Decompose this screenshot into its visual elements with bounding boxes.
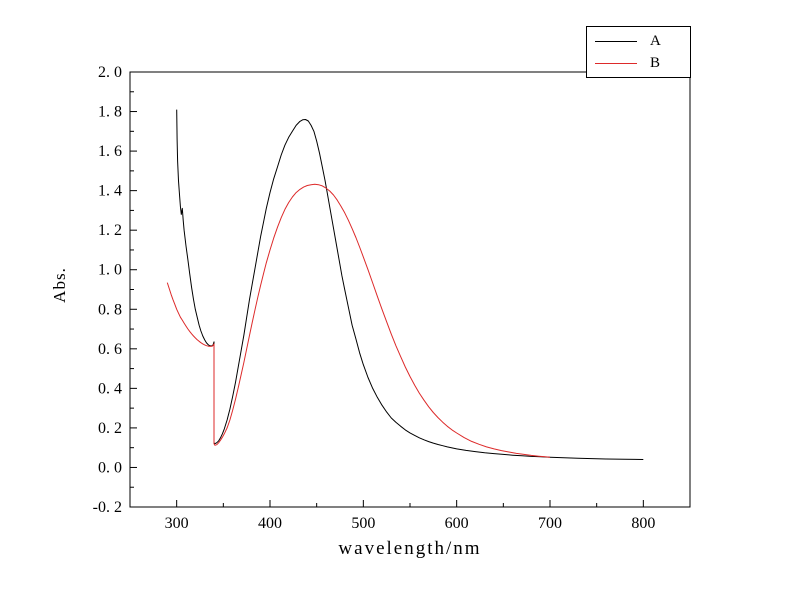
- legend-line-sample-a: [595, 40, 637, 42]
- svg-text:2. 0: 2. 0: [98, 64, 122, 81]
- svg-text:0. 8: 0. 8: [98, 301, 122, 318]
- svg-text:1. 0: 1. 0: [98, 262, 122, 279]
- svg-text:0. 4: 0. 4: [98, 380, 122, 397]
- svg-text:1. 4: 1. 4: [98, 183, 122, 200]
- legend: A B: [586, 26, 691, 78]
- legend-label-b: B: [650, 54, 661, 71]
- svg-text:300: 300: [165, 515, 189, 532]
- svg-text:600: 600: [445, 515, 469, 532]
- svg-text:700: 700: [538, 515, 562, 532]
- y-axis-title: Abs.: [50, 267, 69, 303]
- svg-text:-0. 2: -0. 2: [93, 499, 122, 516]
- legend-item-a: A: [587, 30, 690, 52]
- svg-text:500: 500: [351, 515, 375, 532]
- legend-item-b: B: [587, 52, 690, 74]
- svg-text:0. 0: 0. 0: [98, 459, 122, 476]
- legend-label-a: A: [650, 32, 661, 49]
- svg-text:400: 400: [258, 515, 282, 532]
- svg-text:0. 2: 0. 2: [98, 420, 122, 437]
- x-axis-title: wavelength/nm: [338, 538, 482, 559]
- svg-text:1. 2: 1. 2: [98, 222, 122, 239]
- svg-text:1. 6: 1. 6: [98, 143, 122, 160]
- legend-line-sample-b: [595, 62, 637, 64]
- svg-text:800: 800: [631, 515, 655, 532]
- svg-text:1. 8: 1. 8: [98, 104, 122, 121]
- svg-text:0. 6: 0. 6: [98, 341, 122, 358]
